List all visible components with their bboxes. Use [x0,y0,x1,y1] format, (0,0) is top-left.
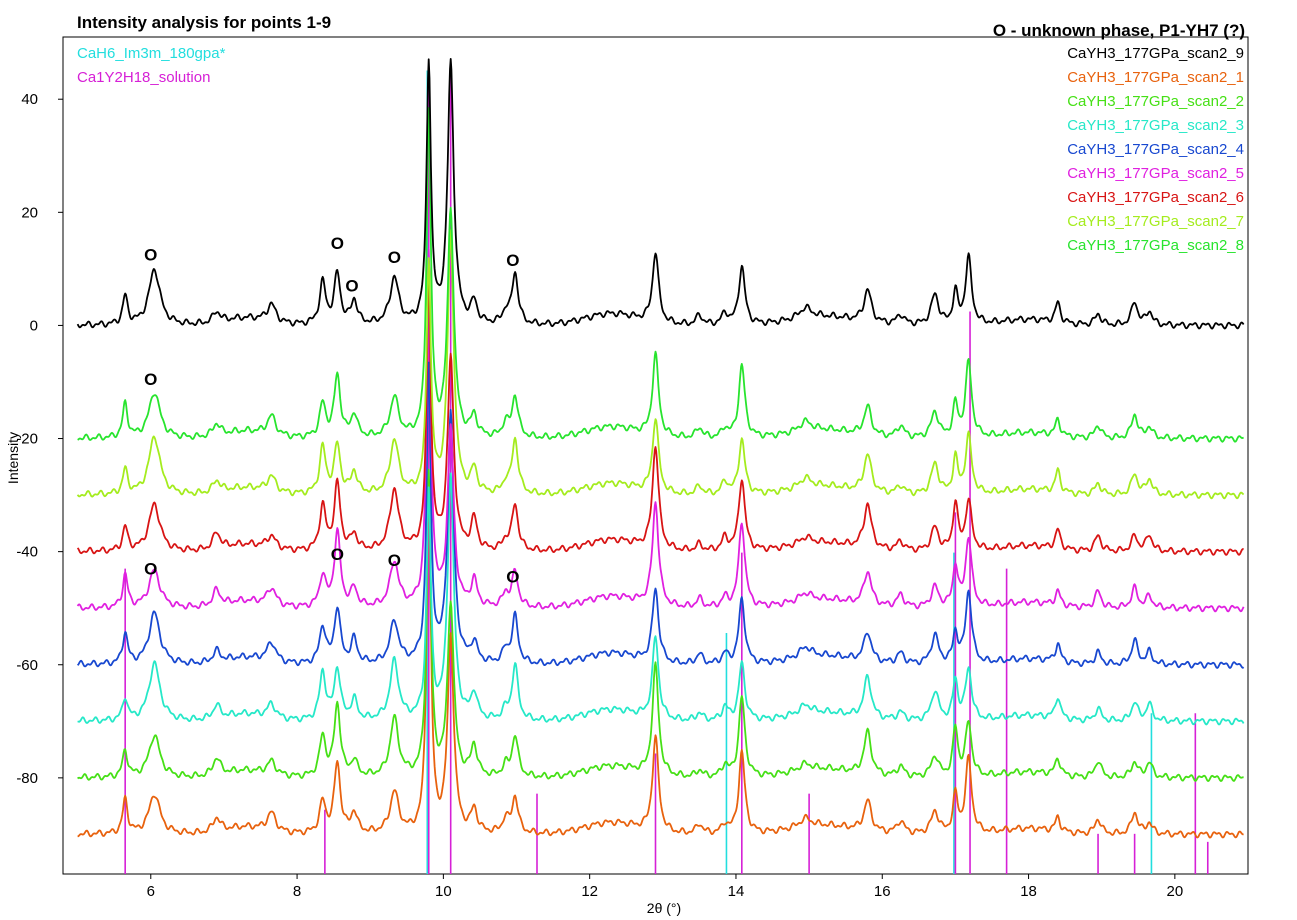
series-legend-entry: CaYH3_177GPa_scan2_2 [1067,93,1244,110]
peak-marker: O [388,551,401,570]
peak-annotations: O O O O O O O O O O [144,234,519,587]
series-lines [76,58,1245,839]
series-legend-entry: CaYH3_177GPa_scan2_1 [1067,69,1244,86]
peak-marker: O [331,545,344,564]
peak-marker: O [506,568,519,587]
x-axis-label: 2θ (°) [647,900,681,916]
series-legend-entry: CaYH3_177GPa_scan2_3 [1067,117,1244,134]
x-tick-label: 16 [874,883,891,900]
series-legend-entry: CaYH3_177GPa_scan2_6 [1067,189,1244,206]
series-line [77,107,1244,443]
y-axis-ticks: 40 20 0 -20 -40 -60 -80 [16,91,63,787]
reference-legend-entry: CaH6_Im3m_180gpa* [77,45,226,62]
legend-right-title: O - unknown phase, P1-YH7 (?) [993,21,1245,40]
reference-lines [124,70,1209,874]
x-tick-label: 20 [1167,883,1184,900]
x-tick-label: 14 [728,883,745,900]
x-tick-label: 8 [293,883,301,900]
peak-marker: O [144,245,157,264]
series-line [76,248,1245,613]
series-line [76,229,1245,500]
y-tick-label: 20 [21,204,38,221]
series-legend: CaYH3_177GPa_scan2_9 CaYH3_177GPa_scan2_1… [1067,45,1244,254]
y-tick-label: -80 [16,770,38,787]
series-legend-entry: CaYH3_177GPa_scan2_9 [1067,45,1244,62]
y-tick-label: -20 [16,431,38,448]
series-legend-entry: CaYH3_177GPa_scan2_7 [1067,213,1244,230]
x-tick-label: 12 [581,883,598,900]
peak-marker: O [388,248,401,267]
y-axis-label: Intensity [5,432,21,484]
x-tick-label: 18 [1020,883,1037,900]
series-line [76,276,1244,556]
peak-marker: O [144,370,157,389]
plot-frame [62,36,1249,875]
y-tick-label: -60 [16,657,38,674]
series-legend-entry: CaYH3_177GPa_scan2_5 [1067,165,1244,182]
peak-marker: O [144,559,157,578]
x-axis-ticks: 6 8 10 12 14 16 18 20 [147,874,1184,900]
peak-marker: O [506,251,519,270]
reference-legend: CaH6_Im3m_180gpa* Ca1Y2H18_solution [77,45,226,86]
x-tick-label: 6 [147,883,155,900]
y-tick-label: -40 [16,544,38,561]
series-legend-entry: CaYH3_177GPa_scan2_8 [1067,237,1244,254]
peak-marker: O [345,276,358,295]
series-line [77,479,1244,839]
reference-legend-entry: Ca1Y2H18_solution [77,69,210,86]
series-legend-entry: CaYH3_177GPa_scan2_4 [1067,141,1244,158]
series-line [77,468,1244,782]
series-line [76,58,1245,330]
series-line [77,472,1245,726]
peak-marker: O [331,234,344,253]
series-line [76,361,1245,669]
chart-title: Intensity analysis for points 1-9 [77,13,331,32]
y-tick-label: 40 [21,91,38,108]
x-tick-label: 10 [435,883,452,900]
y-tick-label: 0 [30,317,38,334]
